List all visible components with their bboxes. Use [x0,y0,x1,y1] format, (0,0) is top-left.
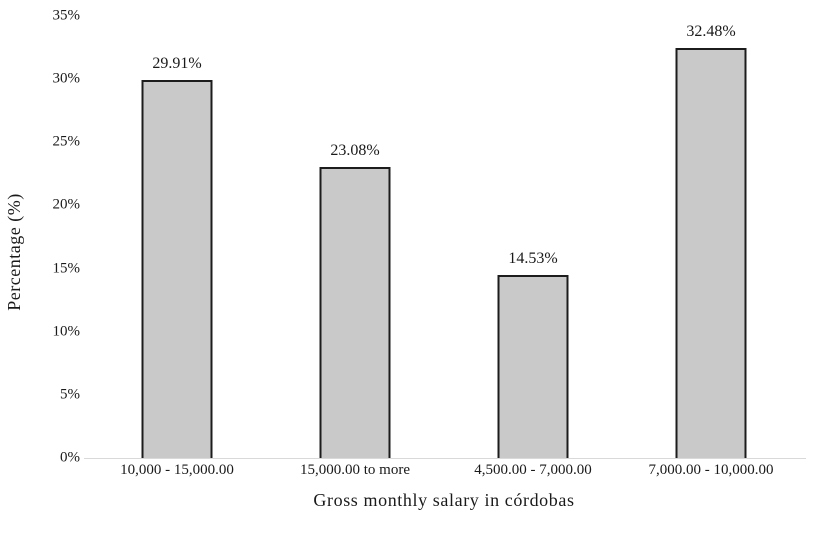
x-axis-labels: 10,000 - 15,000.00 15,000.00 to more 4,500… [88,462,800,484]
x-category-label: 4,500.00 - 7,000.00 [474,462,592,478]
plot-area: 29.91% 23.08% 14.53% 32.48% [88,16,800,458]
bar-value-label: 29.91% [152,55,202,73]
bar [497,274,569,458]
y-tick-label: 35% [52,7,81,24]
x-category-label: 7,000.00 - 10,000.00 [648,462,774,478]
y-tick-label: 30% [52,70,81,87]
bar-column: 23.08% [266,16,444,458]
y-tick-label: 15% [52,260,81,277]
bar-column: 29.91% [88,16,266,458]
bar-value-label: 32.48% [686,22,736,40]
y-tick-label: 25% [52,133,81,150]
x-axis-title: Gross monthly salary in córdobas [313,490,575,510]
bar [319,166,391,458]
bar [141,80,213,458]
y-tick-label: 20% [52,196,81,213]
bar-column: 14.53% [444,16,622,458]
y-tick-label: 5% [60,386,80,403]
bar [675,47,747,458]
x-category-label: 10,000 - 15,000.00 [120,462,234,478]
bar-value-label: 14.53% [508,249,558,267]
bar-value-label: 23.08% [330,141,380,159]
y-tick-label: 0% [60,449,80,466]
y-axis-ticks: 0% 5% 10% 15% 20% 25% 30% 35% [0,8,81,466]
bar-column: 32.48% [622,16,800,458]
y-tick-label: 10% [52,323,81,340]
x-axis-line [84,458,806,459]
x-category-label: 15,000.00 to more [300,462,410,478]
